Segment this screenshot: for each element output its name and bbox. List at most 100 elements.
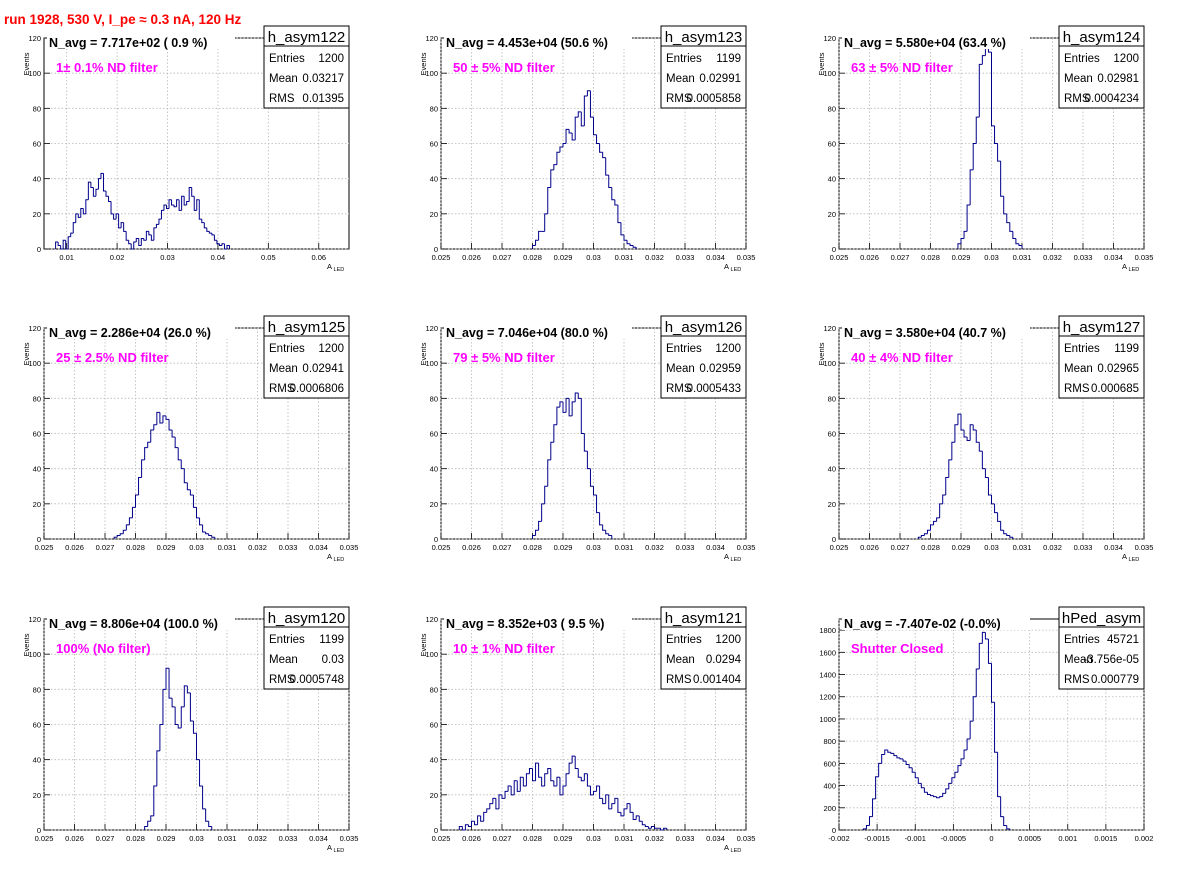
histogram-bin (957, 243, 961, 249)
x-tick-label: -0.002 (828, 834, 849, 843)
y-tick-label: 20 (33, 210, 41, 219)
x-tick-label: 0.032 (645, 834, 664, 843)
x-tick-label: 0.025 (432, 834, 451, 843)
y-tick-label: 80 (828, 104, 836, 113)
histogram-bin (923, 533, 928, 536)
run-title: run 1928, 530 V, I_pe ≈ 0.3 nA, 120 Hz (4, 12, 242, 27)
filter-label: 40 ± 4% ND filter (851, 350, 953, 365)
x-tick-label: 0.033 (1074, 543, 1093, 552)
histogram-bin (1003, 530, 1007, 535)
histogram-bin (650, 825, 655, 829)
navg-background (47, 35, 235, 49)
histogram-bins (144, 667, 213, 830)
x-tick-label: 0.027 (96, 543, 115, 552)
y-tick-label: 80 (828, 394, 836, 403)
navg-label: N_avg = -7.407e-02 (-0.0%) (844, 617, 1001, 631)
stat-label-mean: Mean (1064, 363, 1093, 375)
x-tick-label: 0.029 (554, 253, 573, 262)
stat-value-rms: 0.01395 (302, 93, 344, 105)
histogram-bins (532, 392, 613, 539)
panel-hPed_asym: -0.002 -0.0015 -0.001 -0.0005 0 0.0005 0.001 0.… (819, 606, 1153, 843)
stat-label-mean: Mean (269, 363, 298, 375)
x-tick-label: 0.028 (126, 543, 145, 552)
histogram-bin (105, 190, 109, 197)
histogram-bin (568, 129, 573, 134)
histogram-bin (163, 204, 167, 211)
histogram-bin (966, 437, 971, 442)
x-tick-label: 0.033 (676, 834, 695, 843)
histogram-bin (171, 698, 176, 708)
histogram-bin (559, 146, 563, 153)
x-tick-label: 0.029 (157, 834, 176, 843)
histogram-bin (599, 786, 603, 799)
x-tick-label: 0.027 (493, 253, 512, 262)
stat-label-rms: RMS (1064, 383, 1090, 395)
stat-label-rms: RMS (666, 674, 692, 686)
panel-h_asym123: 0.025 0.026 0.027 0.028 0.029 0.03 0.031 0.032 0… (419, 25, 755, 273)
histogram-bin (966, 738, 971, 751)
navg-background (842, 616, 1030, 630)
stat-label-mean: Mean (269, 73, 298, 85)
histogram-bin (202, 786, 206, 810)
histogram-bin (213, 234, 217, 241)
histogram-bin (171, 429, 176, 438)
histogram-bin (902, 758, 907, 762)
stat-value-mean: 0.03 (322, 654, 344, 666)
histogram-bin (191, 187, 195, 197)
histogram-bin (887, 750, 891, 753)
histogram-bin (963, 749, 968, 759)
histogram-bin (153, 227, 157, 241)
x-tick-label: 0.025 (830, 253, 849, 262)
histogram-bin (948, 459, 952, 478)
histogram-bin (510, 786, 515, 796)
stat-value-entries: 1200 (318, 53, 344, 65)
histogram-bin (920, 783, 925, 789)
navg-background (444, 616, 632, 630)
x-tick-label: 0.035 (737, 834, 756, 843)
y-tick-label: 120 (425, 34, 438, 43)
histogram-bin (556, 151, 560, 165)
stat-label-entries: Entries (666, 53, 702, 65)
histogram-bin (85, 199, 89, 214)
histogram-bin (987, 477, 992, 496)
histogram-bin (1015, 238, 1019, 245)
y-axis-title: Events (419, 633, 428, 656)
histogram-bin (199, 517, 203, 526)
histogram-bin (538, 520, 542, 531)
histogram-bin (571, 755, 576, 764)
histogram-bin (206, 227, 210, 232)
histogram-bin (890, 752, 894, 754)
histogram-bin (914, 772, 919, 779)
histogram-bin (208, 821, 212, 827)
y-tick-label: 100 (425, 359, 438, 368)
histogram-bin (495, 798, 499, 810)
histogram-bin (223, 243, 227, 250)
x-tick-label: 0.025 (35, 543, 54, 552)
histogram-name: h_asym122 (268, 29, 346, 46)
x-tick-label: 0.027 (891, 253, 910, 262)
histogram-bin (148, 231, 152, 236)
y-tick-label: 100 (28, 650, 41, 659)
y-axis-title: Events (22, 342, 31, 365)
histogram-bin (574, 756, 579, 769)
x-tick-label: 0.03 (586, 543, 601, 552)
histogram-bin (905, 761, 910, 765)
histogram-bin (208, 231, 212, 234)
histogram-bin (208, 533, 212, 536)
histogram-bin (519, 776, 524, 792)
x-tick-label: 0.001 (1058, 834, 1077, 843)
navg-background (47, 325, 235, 339)
filter-label: 10 ± 1% ND filter (453, 641, 555, 656)
x-tick-label: -0.001 (905, 834, 926, 843)
histogram-bin (969, 424, 974, 441)
stat-value-rms: 0.001404 (693, 674, 742, 686)
histogram-bin (186, 201, 190, 206)
histogram-bin (644, 824, 649, 827)
histogram-bin (562, 401, 567, 413)
x-tick-label: 0.033 (676, 543, 695, 552)
histogram-bin (67, 236, 71, 249)
histogram-bin (72, 222, 76, 234)
histogram-name: h_asym126 (665, 319, 743, 336)
histogram-bin (926, 792, 931, 795)
histogram-bin (80, 208, 84, 218)
